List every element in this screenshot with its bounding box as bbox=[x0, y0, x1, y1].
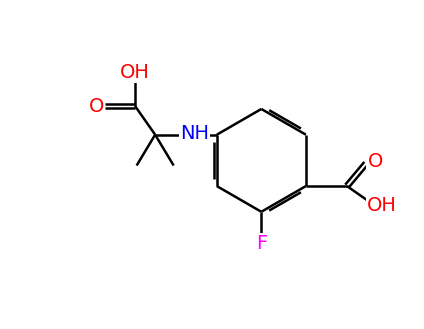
Text: O: O bbox=[367, 152, 383, 171]
Text: OH: OH bbox=[120, 63, 150, 82]
Text: OH: OH bbox=[367, 196, 397, 215]
Text: F: F bbox=[256, 234, 267, 253]
Text: NH: NH bbox=[180, 124, 209, 143]
Text: O: O bbox=[89, 96, 104, 115]
